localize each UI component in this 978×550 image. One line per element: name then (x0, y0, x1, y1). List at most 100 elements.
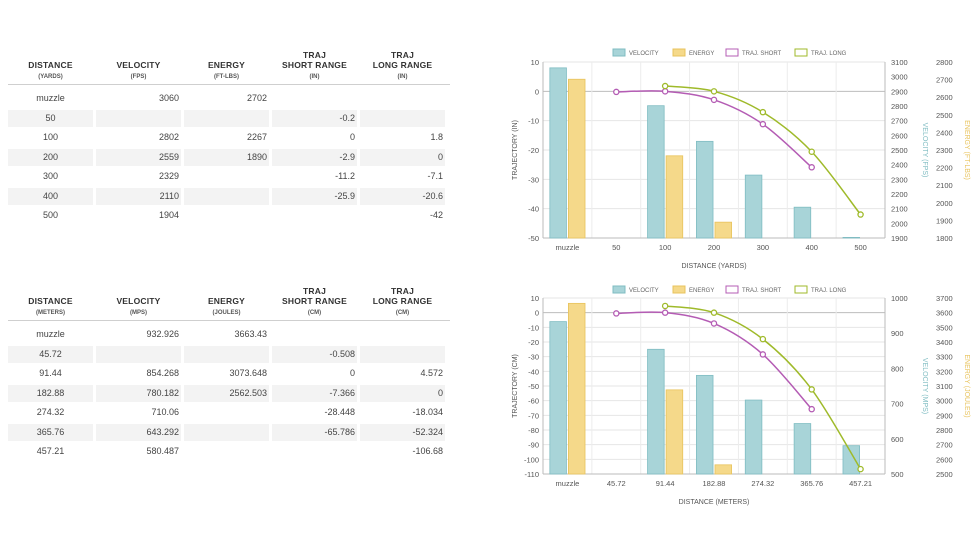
column-header-title: DISTANCE (28, 60, 73, 70)
column-header-title: LONG RANGE (372, 60, 433, 70)
table-cell: muzzle (36, 329, 65, 340)
y-tick-label-velocity: 2500 (891, 146, 908, 155)
x-tick-label: 182.88 (703, 479, 726, 488)
table-cell: 2559 (96, 148, 181, 166)
y-tick-label-left: -110 (525, 470, 539, 479)
x-tick-label: 400 (805, 243, 818, 252)
point-traj-long (759, 108, 767, 116)
y-tick-label-energy: 2800 (936, 426, 953, 435)
y-tick-label-left: 0 (535, 309, 539, 318)
legend-swatch (672, 285, 686, 294)
table-cell: 0 (360, 148, 445, 166)
ballistics-table-metric: DISTANCE (METERS) VELOCITY (MPS) ENERGY (JOUL… (8, 278, 450, 462)
y-tick-label-left: -50 (528, 382, 539, 391)
legend-label: TRAJ. LONG (811, 51, 847, 57)
point-traj-short (808, 405, 815, 413)
table-cell: -7.1 (427, 171, 443, 182)
y-tick-label-energy: 2300 (936, 146, 953, 155)
y-axis-label-left: TRAJECTORY (CM) (512, 354, 519, 418)
table-cell: 182.88 (8, 384, 93, 402)
y-tick-label-velocity: 2300 (891, 175, 908, 184)
table-cell: -42 (429, 210, 443, 221)
table-cell: 0 (349, 368, 355, 379)
table-row: 274.32 710.06 -28.448 -18.034 (8, 403, 450, 423)
y-tick-label-velocity: 3100 (891, 58, 908, 67)
y-tick-label-left: -100 (524, 455, 539, 464)
y-tick-label-velocity: 2400 (891, 161, 908, 170)
table-cell (360, 90, 445, 107)
legend-swatch (794, 48, 808, 57)
bar-energy (568, 302, 586, 475)
column-header-title: SHORT RANGE (281, 60, 347, 70)
legend-label: VELOCITY (629, 51, 659, 57)
x-tick-label: 45.72 (607, 479, 626, 488)
column-header-title: ENERGY (207, 296, 246, 306)
legend-swatch (672, 48, 686, 57)
table-cell: 1890 (184, 148, 269, 166)
point-traj-long (759, 335, 767, 343)
y-tick-label-energy: 2800 (936, 58, 953, 67)
y-tick-label-energy: 2900 (936, 411, 953, 420)
x-tick-label: 274.32 (751, 479, 774, 488)
point-traj-short (613, 310, 620, 317)
y-tick-label-velocity: 1900 (891, 234, 908, 243)
y-tick-label-energy: 2700 (936, 441, 953, 450)
y-tick-label-energy: 2600 (936, 93, 953, 102)
table-cell (272, 326, 357, 343)
y-tick-label-energy: 3100 (936, 382, 953, 391)
table-row: 100 2802 2267 0 1.8 (8, 128, 450, 148)
legend-label: VELOCITY (629, 288, 659, 294)
column-header: TRAJ SHORT RANGE (CM) (272, 286, 357, 318)
bar-velocity (696, 140, 714, 239)
bar-energy (568, 78, 586, 239)
table-cell: 710.06 (151, 407, 179, 418)
table-cell (272, 443, 357, 460)
column-header-unit: (METERS) (36, 310, 65, 316)
x-tick-label: 100 (659, 243, 672, 252)
point-traj-short (808, 164, 815, 171)
table-cell (184, 109, 269, 127)
legend-swatch (612, 285, 626, 294)
y-tick-label-left: -80 (528, 426, 539, 435)
column-header-title: LONG RANGE (372, 296, 433, 306)
table-row: 457.21 580.487 -106.68 (8, 442, 450, 462)
y-tick-label-left: -90 (528, 441, 539, 450)
chart-legend: VELOCITY ENERGY TRAJ. SHORT TRAJ. LONG (612, 48, 847, 57)
table-cell: 400 (8, 187, 93, 205)
point-traj-long (661, 302, 669, 310)
table-cell (360, 326, 445, 343)
table-cell: -28.448 (324, 407, 355, 418)
point-traj-short (710, 320, 718, 327)
y-tick-label-energy: 1800 (936, 234, 953, 243)
y-tick-label-left: -20 (528, 146, 539, 155)
y-tick-label-left: -20 (528, 338, 539, 347)
legend-label: ENERGY (689, 51, 714, 57)
table-cell: -106.68 (412, 446, 443, 457)
y-tick-label-energy: 3300 (936, 353, 953, 362)
y-tick-label-energy: 2700 (936, 76, 953, 85)
y-tick-label-left: -60 (528, 397, 539, 406)
bar-velocity (793, 423, 812, 475)
table-cell: muzzle (36, 93, 65, 104)
y-tick-label-energy: 3500 (936, 323, 953, 332)
point-traj-long (808, 386, 815, 393)
table-cell: 100 (42, 132, 59, 143)
column-header-title: DISTANCE (28, 296, 73, 306)
y-tick-label-energy: 2500 (936, 111, 953, 120)
y-tick-label-left: -70 (528, 411, 539, 420)
bar-velocity (549, 67, 567, 239)
table-cell: -11.2 (335, 171, 355, 182)
table-cell: 2267 (246, 132, 267, 143)
column-header: ENERGY (JOULES) (184, 296, 269, 318)
table-cell: -52.324 (360, 423, 445, 441)
y-tick-label-left: -40 (528, 205, 539, 214)
table-cell: -25.9 (272, 187, 357, 205)
y-tick-label-velocity: 500 (891, 470, 904, 479)
bar-velocity (744, 399, 763, 475)
point-traj-long (808, 148, 815, 156)
bar-energy (714, 464, 732, 475)
legend-swatch (725, 48, 739, 57)
x-tick-label: 50 (612, 243, 620, 252)
column-header-unit: (JOULES) (212, 310, 241, 316)
column-header: VELOCITY (FPS) (96, 60, 181, 82)
